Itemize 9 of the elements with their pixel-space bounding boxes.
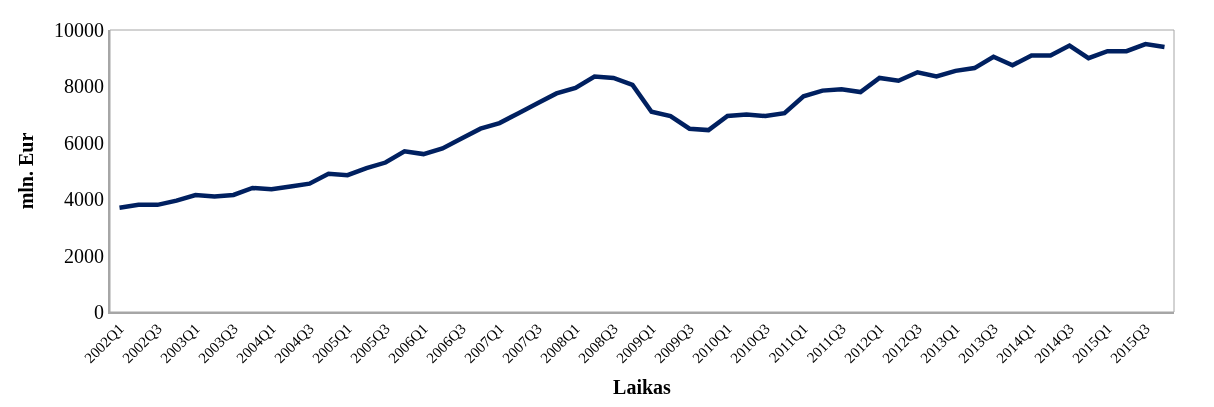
y-tick-label: 8000 [64,75,104,98]
y-axis-title: mln. Eur [15,132,37,210]
y-tick-label: 10000 [54,19,104,41]
x-axis-title: Laikas [613,376,672,399]
y-tick-label: 6000 [64,131,104,154]
y-tick-label: 2000 [64,244,104,267]
line-series [117,41,1167,210]
y-tick-label: 0 [94,301,104,323]
y-tick-label: 4000 [64,188,104,211]
